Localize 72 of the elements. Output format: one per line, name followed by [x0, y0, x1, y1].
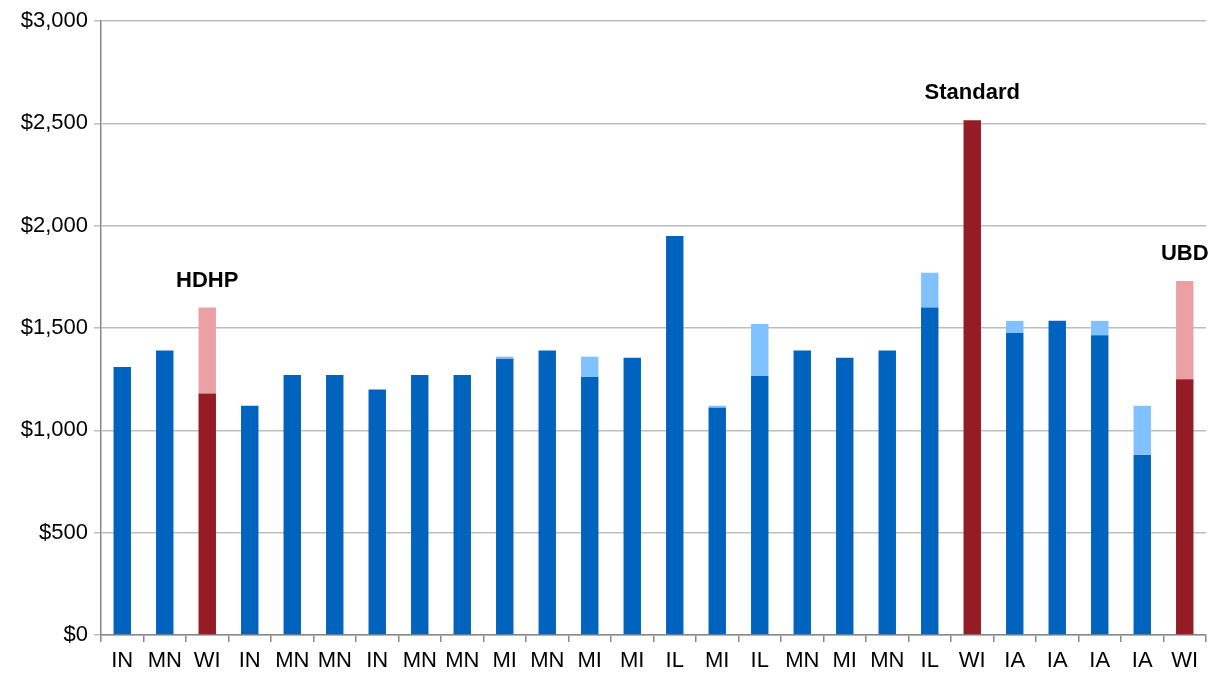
x-tick-label: IL — [920, 647, 939, 673]
y-tick-label: $2,000 — [20, 211, 88, 237]
x-tick-label: IL — [665, 647, 684, 673]
bar — [921, 272, 939, 308]
y-tick-label: $500 — [39, 518, 88, 544]
bar — [1176, 379, 1194, 635]
x-tick-label: MN — [445, 647, 480, 673]
bar — [538, 350, 556, 635]
bar — [793, 350, 811, 635]
x-tick-label: IA — [1131, 647, 1153, 673]
x-tick-label: MI — [620, 647, 645, 673]
x-tick-label: WI — [958, 647, 986, 673]
bar — [283, 375, 301, 635]
x-tick-label: IN — [111, 647, 134, 673]
bar — [581, 377, 599, 635]
bar — [156, 350, 174, 635]
y-tick-label: $1,000 — [20, 416, 88, 442]
x-tick-label: MN — [275, 647, 310, 673]
x-tick-label: IA — [1046, 647, 1068, 673]
x-tick-label: WI — [193, 647, 221, 673]
y-tick-label: $0 — [63, 621, 88, 647]
x-tick-label: MN — [402, 647, 437, 673]
x-tick-label: IN — [238, 647, 261, 673]
bar — [836, 357, 854, 635]
x-tick-label: MN — [530, 647, 565, 673]
bar — [1006, 320, 1024, 334]
bar — [1048, 320, 1066, 635]
x-tick-label: MI — [705, 647, 730, 673]
bar — [921, 307, 939, 635]
x-tick-label: IL — [750, 647, 769, 673]
bar — [1133, 454, 1151, 635]
bar — [666, 235, 684, 635]
bar — [453, 375, 471, 635]
y-tick-label: $1,500 — [20, 314, 88, 340]
bar — [411, 375, 429, 635]
bar — [1006, 333, 1024, 635]
bar — [878, 350, 896, 635]
x-tick-label: WI — [1171, 647, 1199, 673]
bar — [241, 405, 259, 635]
x-tick-label: MN — [317, 647, 352, 673]
bar — [708, 405, 726, 408]
bar — [326, 375, 344, 635]
bar — [751, 323, 769, 377]
bar — [963, 120, 981, 635]
bar — [1091, 335, 1109, 635]
bar — [198, 307, 216, 394]
bar — [368, 389, 386, 635]
annotation: UBD — [1160, 239, 1209, 265]
x-tick-label: MN — [785, 647, 820, 673]
bar — [708, 407, 726, 635]
annotation: Standard — [924, 79, 1020, 105]
bar — [496, 358, 514, 635]
y-tick-label: $3,000 — [20, 7, 88, 33]
x-tick-label: IN — [366, 647, 389, 673]
bar — [496, 356, 514, 359]
bar — [113, 366, 131, 635]
annotation: HDHP — [176, 266, 239, 292]
bar — [623, 357, 641, 635]
x-tick-label: MI — [492, 647, 517, 673]
x-tick-label: MI — [577, 647, 602, 673]
x-tick-label: IA — [1004, 647, 1026, 673]
bar — [1176, 280, 1194, 380]
x-tick-label: MN — [870, 647, 905, 673]
bar — [1091, 320, 1109, 336]
bar — [1133, 405, 1151, 455]
bar — [198, 393, 216, 635]
bar — [751, 376, 769, 635]
x-tick-label: MI — [832, 647, 857, 673]
x-tick-label: IA — [1089, 647, 1111, 673]
y-tick-label: $2,500 — [20, 109, 88, 135]
x-tick-label: MN — [147, 647, 182, 673]
bar — [581, 356, 599, 378]
